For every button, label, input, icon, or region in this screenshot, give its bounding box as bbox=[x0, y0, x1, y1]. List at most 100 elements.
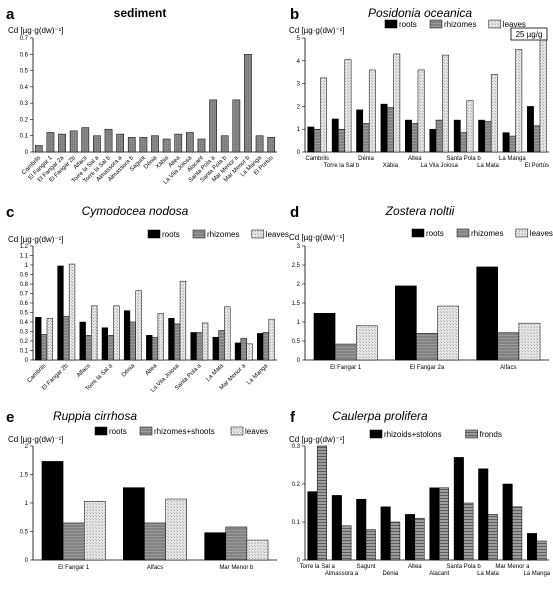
panel-letter: e bbox=[6, 409, 14, 426]
x-tick-label: Cambrils bbox=[305, 156, 329, 162]
legend-label: leaves bbox=[245, 427, 268, 436]
y-axis-label: Cd [µg·g(dw)⁻¹] bbox=[289, 435, 345, 444]
y-tick-label: 0.5 bbox=[20, 530, 29, 536]
x-tick-label: La Manga bbox=[499, 156, 526, 162]
bar-leaves bbox=[466, 100, 474, 153]
bar-fronds bbox=[463, 502, 474, 561]
bar-rhizoids-stolons bbox=[307, 491, 318, 561]
bar-fronds bbox=[341, 525, 352, 561]
panel-c: c Cymodocea nodosa Cd [µg·g(dw)⁻¹] 00.10… bbox=[6, 204, 289, 394]
legend-swatch bbox=[488, 19, 502, 29]
x-tick-label: Torre la Sal a bbox=[300, 564, 336, 570]
bar-rhizomes bbox=[313, 128, 321, 153]
bar-leaves bbox=[83, 501, 106, 561]
bar bbox=[267, 137, 276, 153]
y-tick-label: 0.5 bbox=[20, 311, 29, 317]
x-tick-label: Altea bbox=[408, 156, 422, 162]
bar-leaves bbox=[355, 325, 378, 361]
x-tick-label: Mar Menor a bbox=[495, 564, 530, 570]
bar-rhizomes bbox=[386, 107, 394, 153]
y-tick-label: 0.4 bbox=[20, 85, 29, 91]
bar bbox=[69, 130, 78, 153]
panel-e: e Ruppia cirrhosa Cd [µg·g(dw)⁻¹] 0 0.5 1 1… bbox=[6, 409, 277, 571]
bar-fronds bbox=[536, 540, 547, 561]
bar bbox=[197, 138, 206, 153]
bar-rhizomes bbox=[196, 332, 203, 361]
bar bbox=[174, 133, 183, 153]
bar bbox=[116, 133, 124, 153]
y-tick-label: 0.5 bbox=[20, 69, 29, 75]
y-tick-label: 0.7 bbox=[20, 36, 29, 42]
legend-swatch bbox=[515, 228, 529, 238]
bar bbox=[162, 138, 171, 153]
bar-rhizoids-stolons bbox=[502, 483, 513, 561]
y-tick-label: 0.1 bbox=[20, 134, 29, 140]
x-tick-label: Dénia bbox=[383, 571, 399, 577]
bar-rhizomes bbox=[411, 123, 419, 153]
bar-leaves bbox=[113, 305, 120, 361]
x-tick-label: Xàbia bbox=[383, 163, 399, 169]
bar-leaves bbox=[368, 69, 376, 153]
legend-label: rhizoids+stolons bbox=[384, 430, 442, 439]
legend-label: rhizomes bbox=[471, 229, 503, 238]
bar bbox=[209, 99, 217, 153]
bar-roots bbox=[478, 119, 486, 153]
legend-swatch bbox=[369, 429, 383, 439]
legend-label: rhizomes+shoots bbox=[154, 427, 215, 436]
y-tick-label: 0.4 bbox=[20, 320, 29, 326]
panel-title: Zostera noltii bbox=[385, 204, 455, 218]
bar-rhizomes bbox=[362, 123, 370, 153]
x-tick-label: Santa Pola b bbox=[446, 156, 481, 162]
bar-roots bbox=[395, 285, 417, 361]
bar-roots bbox=[331, 118, 339, 153]
y-tick-label: 0.2 bbox=[292, 482, 301, 488]
bar-rhizomes bbox=[435, 119, 443, 153]
legend-label: roots bbox=[399, 20, 417, 29]
y-tick-label: 0 bbox=[297, 358, 301, 364]
legend-swatch bbox=[384, 19, 398, 29]
bar-leaves bbox=[246, 539, 269, 561]
y-tick-label: 0 bbox=[25, 150, 29, 156]
bar-rhizoids-stolons bbox=[405, 514, 416, 561]
y-tick-label: 4 bbox=[297, 59, 301, 65]
bar bbox=[232, 99, 241, 153]
x-tick-label: Altea bbox=[144, 363, 158, 377]
bar-roots bbox=[123, 310, 131, 361]
legend-label: rhizomes bbox=[444, 20, 476, 29]
bar-rhizomes bbox=[416, 333, 438, 361]
bar-rhizomes bbox=[497, 332, 520, 361]
bar-leaves bbox=[539, 37, 547, 153]
plot-area: 0 0.1 0.2 0.3 0.4 0.5 0.6 0.7 0.8 0.9 1 1.1 1.2 Cambr… bbox=[20, 244, 277, 394]
panel-title: Caulerpa prolifera bbox=[332, 409, 428, 423]
panel-a: a sediment Cd [µg·g(dw)⁻¹] 0 0.1 0.2 0.3 0.4… bbox=[6, 6, 277, 186]
bar-roots bbox=[307, 126, 315, 153]
bar-leaves bbox=[417, 69, 425, 153]
bar bbox=[151, 135, 159, 153]
bar-leaves bbox=[393, 53, 401, 153]
legend-swatch bbox=[147, 229, 161, 239]
bar bbox=[46, 132, 55, 153]
bar-leaves bbox=[268, 318, 275, 361]
legend: roots rhizomes leaves bbox=[384, 19, 526, 29]
legend-label: leaves bbox=[530, 229, 553, 238]
panel-title: Posidonia oceanica bbox=[368, 6, 472, 20]
x-tick-label: Xàbia bbox=[155, 155, 171, 171]
y-tick-label: 1.2 bbox=[20, 244, 29, 250]
bar-roots bbox=[57, 265, 64, 361]
bar-fronds bbox=[438, 487, 449, 561]
bar-rhizomes bbox=[85, 335, 92, 361]
x-tick-label: La Mata bbox=[205, 363, 225, 383]
bar-rhizomes bbox=[262, 332, 270, 361]
y-tick-label: 0 bbox=[25, 358, 29, 364]
bar-roots bbox=[380, 103, 388, 153]
bar-rhizomes bbox=[533, 125, 541, 153]
bar-rhizomes bbox=[484, 120, 492, 153]
y-tick-label: 0 bbox=[297, 558, 301, 564]
y-tick-label: 1 bbox=[297, 320, 301, 326]
x-tick-label: Almassora a bbox=[325, 571, 359, 577]
bar-roots bbox=[41, 461, 64, 561]
legend-label: fronds bbox=[480, 430, 502, 439]
y-tick-label: 0.9 bbox=[20, 273, 29, 279]
